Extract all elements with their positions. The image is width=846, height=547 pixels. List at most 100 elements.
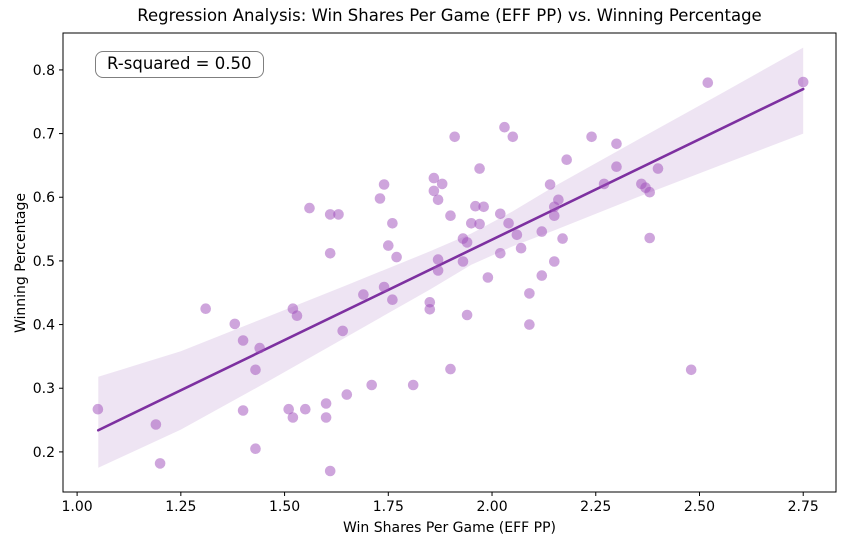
scatter-point [797, 76, 809, 88]
scatter-point [337, 325, 349, 337]
scatter-point [461, 237, 473, 248]
scatter-point [536, 270, 548, 281]
scatter-point [507, 131, 519, 143]
scatter-point [200, 303, 211, 315]
x-tick-label: 1.75 [373, 499, 404, 515]
scatter-point [237, 405, 249, 416]
scatter-point [383, 240, 394, 251]
scatter-point [320, 398, 332, 409]
scatter-point [229, 318, 241, 330]
scatter-point [544, 179, 556, 190]
scatter-point [291, 310, 303, 322]
scatter-point [549, 256, 560, 267]
scatter-point [702, 77, 714, 88]
scatter-point [598, 178, 610, 190]
chart-title: Regression Analysis: Win Shares Per Game… [137, 6, 762, 25]
scatter-point [586, 131, 597, 143]
x-tick-label: 2.00 [476, 499, 507, 515]
scatter-point [92, 403, 104, 415]
scatter-point [333, 209, 344, 220]
scatter-point [378, 179, 390, 190]
scatter-point [511, 229, 523, 241]
scatter-point [611, 138, 622, 150]
scatter-point [478, 201, 490, 213]
scatter-point [474, 163, 485, 174]
scatter-point [495, 248, 506, 259]
scatter-point [154, 458, 166, 469]
y-tick-label: 0.6 [33, 190, 55, 206]
scatter-point [449, 131, 461, 143]
scatter-point [424, 304, 436, 315]
scatter-point [561, 154, 572, 165]
regression-line [96, 87, 805, 432]
scatter-point [432, 265, 444, 276]
scatter-point [304, 202, 315, 214]
scatter-point [374, 193, 386, 204]
scatter-point [428, 185, 440, 197]
x-tick-label: 1.00 [62, 499, 93, 515]
scatter-point [432, 194, 444, 206]
x-tick-label: 2.75 [788, 499, 819, 515]
confidence-band [98, 47, 804, 468]
scatter-point [250, 443, 261, 455]
scatter-point [237, 335, 249, 346]
scatter-point [300, 403, 311, 415]
scatter-point [457, 256, 469, 267]
scatter-point [466, 218, 477, 229]
scatter-point [503, 218, 514, 229]
scatter-point [524, 319, 535, 330]
scatter-point [470, 200, 481, 212]
scatter-point [324, 465, 336, 477]
scatter-point [432, 254, 444, 265]
scatter-point [499, 121, 510, 133]
scatter-point [482, 272, 494, 283]
x-tick-label: 1.50 [269, 499, 300, 515]
y-tick-label: 0.8 [33, 63, 55, 79]
r-squared-annotation: R-squared = 0.50 [95, 51, 264, 78]
axes-spines [62, 32, 837, 493]
scatter-point [358, 289, 369, 300]
scatter-point [320, 412, 332, 423]
scatter-point [524, 288, 535, 299]
y-tick-label: 0.7 [33, 127, 55, 143]
y-axis-label: Winning Percentage [13, 192, 29, 334]
scatter-point [324, 248, 336, 259]
scatter-point [474, 218, 485, 230]
scatter-point [553, 194, 564, 206]
scatter-point [391, 251, 402, 263]
scatter-point [611, 161, 622, 172]
scatter-point [387, 294, 398, 306]
scatter-point [644, 232, 655, 244]
scatter-point [557, 233, 568, 244]
scatter-point [515, 242, 527, 254]
scatter-point [652, 163, 664, 174]
scatter-point [436, 178, 448, 190]
scatter-point [150, 419, 162, 430]
scatter-point [287, 412, 299, 423]
scatter-point [407, 379, 419, 391]
scatter-point [536, 226, 548, 237]
scatter-point [341, 389, 353, 400]
x-tick-label: 2.50 [684, 499, 715, 515]
scatter-point [283, 403, 295, 415]
y-tick-label: 0.2 [33, 445, 55, 461]
x-tick-label: 1.25 [165, 499, 196, 515]
y-tick-label: 0.4 [33, 318, 55, 334]
scatter-point [378, 281, 390, 293]
scatter-point [324, 209, 336, 220]
y-tick-label: 0.3 [33, 381, 55, 397]
scatter-point [461, 309, 473, 321]
scatter-point [254, 342, 265, 354]
x-axis-label: Win Shares Per Game (EFF PP) [343, 520, 556, 536]
scatter-point [445, 210, 456, 221]
scatter-point [495, 208, 506, 220]
scatter-point [387, 218, 398, 229]
scatter-point [685, 364, 697, 376]
scatter-point [366, 379, 378, 391]
scatter-point [644, 186, 655, 198]
scatter-point [549, 210, 560, 221]
scatter-point [428, 172, 440, 184]
scatter-point [250, 364, 261, 376]
y-tick-label: 0.5 [33, 254, 55, 270]
